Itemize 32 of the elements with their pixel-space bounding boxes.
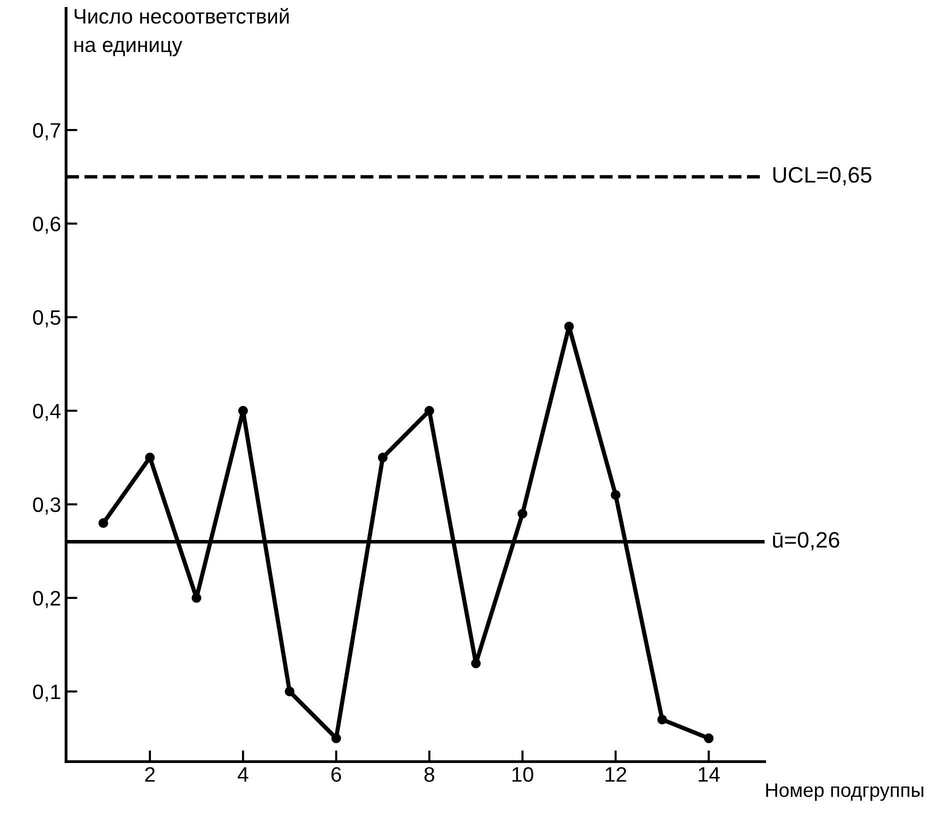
x-tick-label: 8 [424,767,434,782]
x-tick-label: 12 [606,767,626,782]
y-tick-label: 0,7 [33,123,60,140]
point [704,733,714,744]
point [657,714,668,724]
point [564,322,574,332]
ref-line-label: UCL=0,65 [773,167,872,186]
y-tick-label: 0,1 [33,684,60,702]
ref-line-label: ū=0,26 [773,532,840,550]
point [192,593,202,603]
y-tick-label: 0,6 [33,216,60,234]
x-axis-title: Номер подгруппы [766,783,924,801]
x-tick-label: 10 [512,767,534,782]
point [331,733,342,744]
point [378,452,388,462]
point [610,490,620,500]
point [284,686,294,696]
x-tick-label: 14 [698,767,720,782]
x-tick-label: 2 [145,767,155,782]
point [471,658,481,668]
x-tick-label: 4 [238,767,248,782]
point [98,518,108,528]
point [518,508,528,519]
x-tick-label: 6 [331,767,342,782]
y-tick-label: 0,5 [33,310,60,328]
point [145,452,155,462]
y-tick-label: 0,4 [33,404,61,421]
point [238,406,248,416]
y-axis-title: Число несоответствий на единицу [74,8,289,56]
y-tick-label: 0,3 [33,497,60,515]
point [424,406,434,416]
y-tick-label: 0,2 [33,590,60,608]
